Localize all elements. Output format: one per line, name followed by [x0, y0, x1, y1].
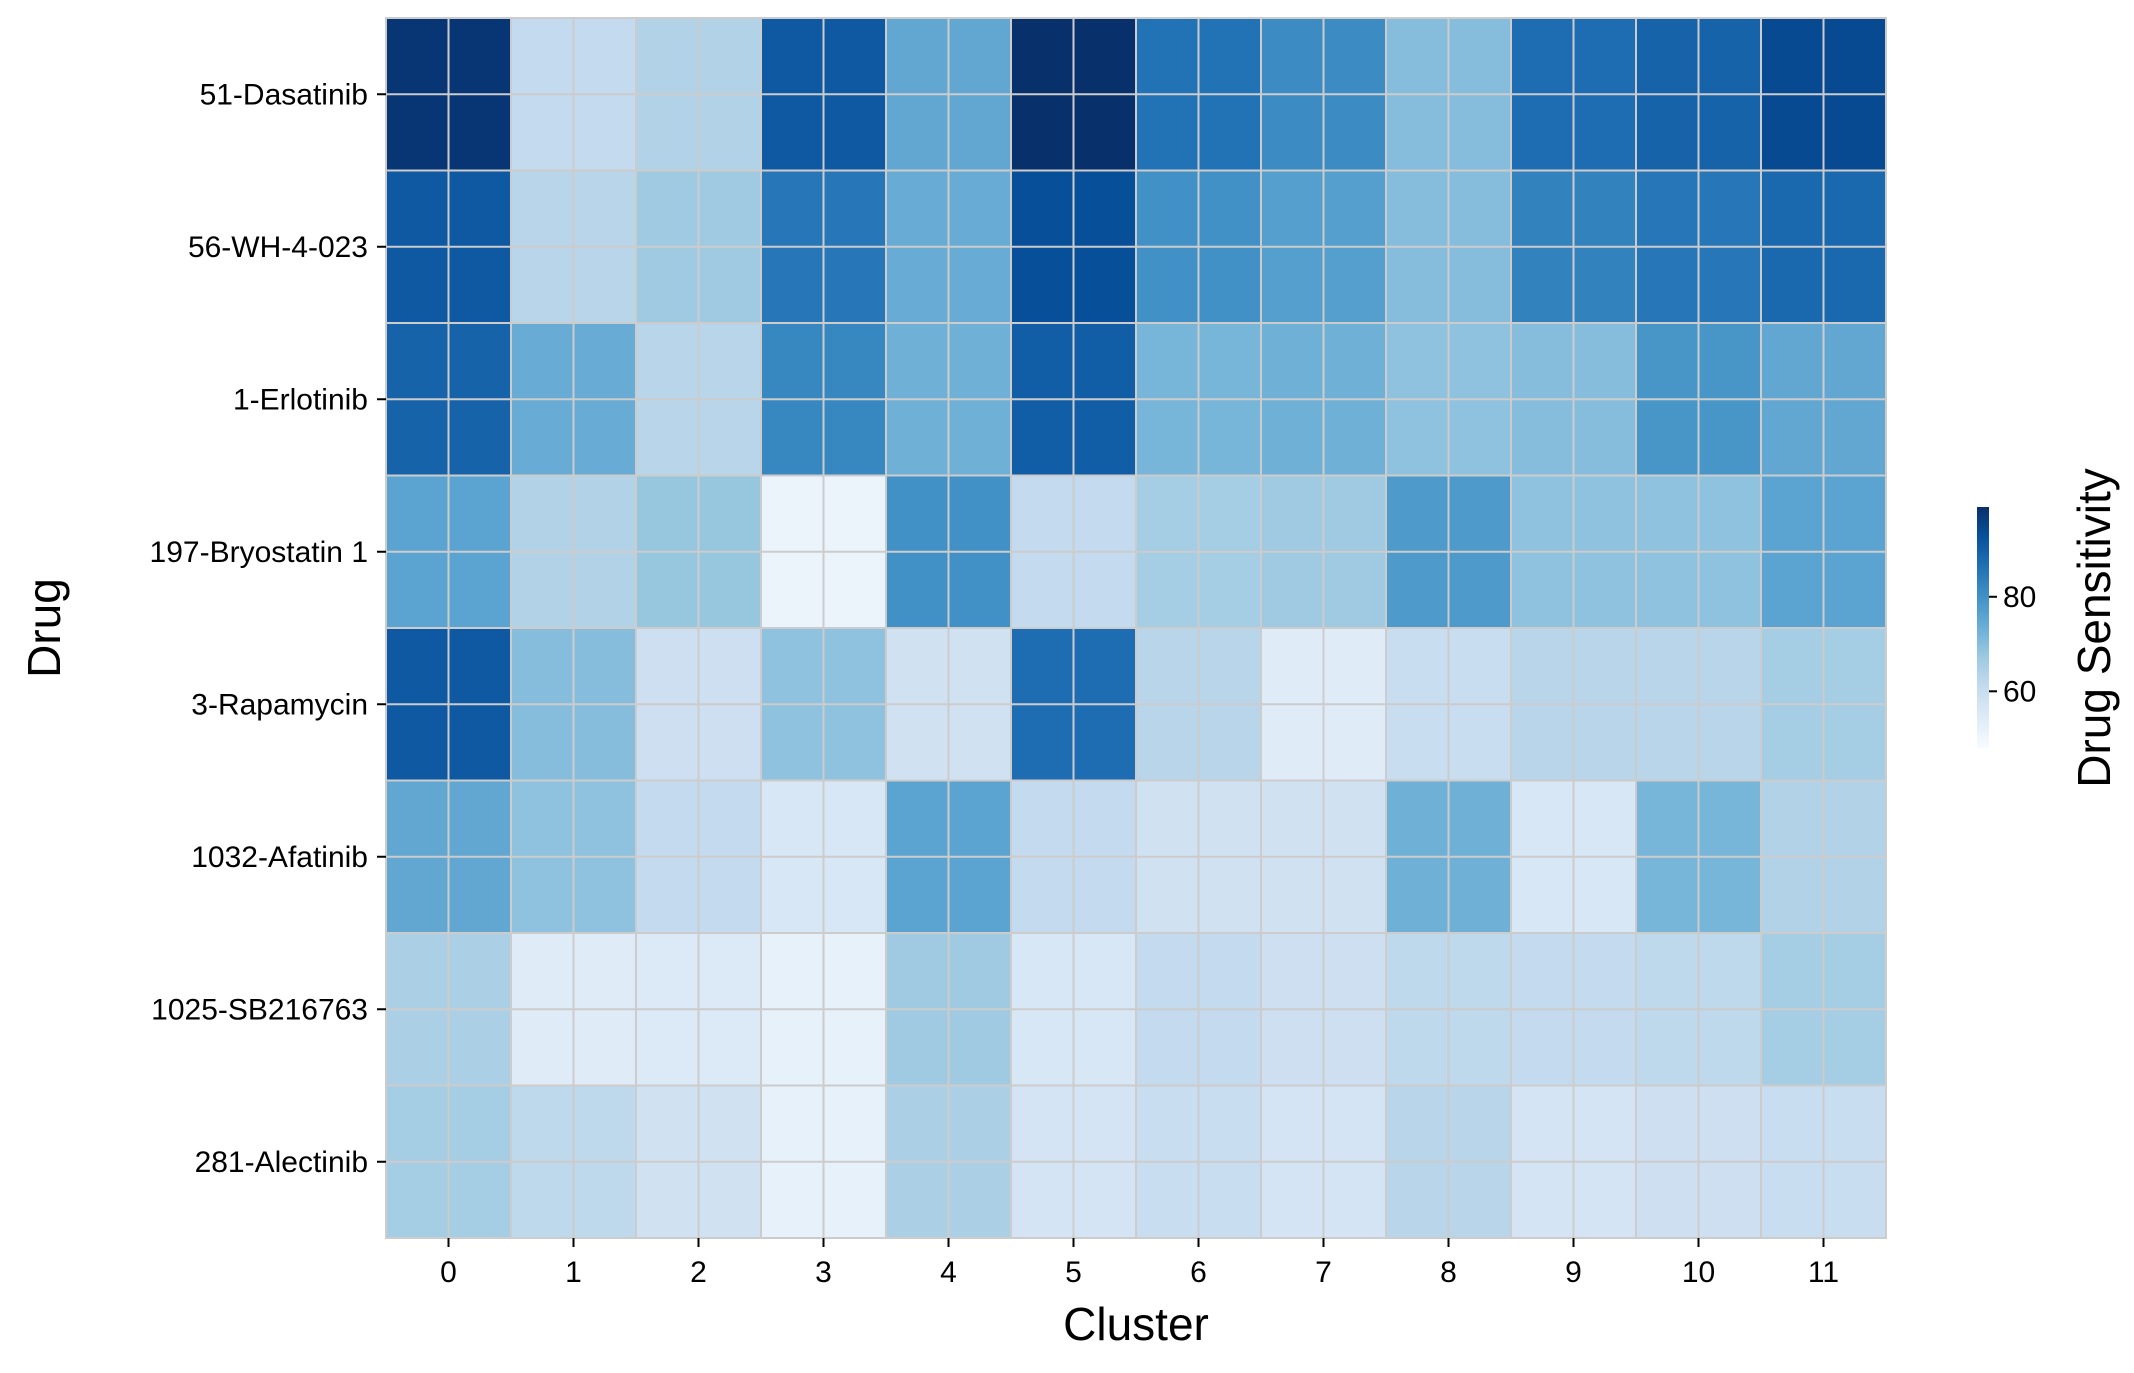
x-axis-ticks: 0 1 2 3 4 5 6 7 8 9 10 11: [440, 1238, 1839, 1289]
colorbar: [1977, 507, 1989, 748]
y-tick-label: 1032-Afatinib: [191, 841, 368, 874]
x-tick-label: 2: [690, 1256, 707, 1289]
colorbar-tick-label: 60: [2003, 675, 2036, 708]
y-axis-label: Drug: [18, 578, 70, 678]
y-tick-label: 1025-SB216763: [151, 993, 368, 1026]
y-tick-label: 281-Alectinib: [195, 1146, 368, 1179]
x-tick-label: 5: [1065, 1256, 1082, 1289]
y-tick-label: 3-Rapamycin: [191, 688, 368, 721]
x-tick-label: 3: [815, 1256, 832, 1289]
x-tick-label: 4: [940, 1256, 957, 1289]
x-tick-label: 1: [565, 1256, 582, 1289]
y-tick-label: 1-Erlotinib: [233, 383, 368, 416]
x-tick-label: 7: [1315, 1256, 1332, 1289]
x-axis-label: Cluster: [1063, 1298, 1209, 1350]
colorbar-label: Drug Sensitivity: [2068, 468, 2120, 788]
row-split-lines: [386, 93, 1886, 1163]
plot-frame: [385, 17, 1887, 1239]
x-tick-label: 0: [440, 1256, 457, 1289]
x-tick-label: 11: [1808, 1256, 1839, 1289]
x-tick-label: 10: [1682, 1256, 1715, 1289]
x-tick-label: 8: [1440, 1256, 1457, 1289]
heatmap-cells: [385, 17, 1887, 1239]
x-tick-label: 6: [1190, 1256, 1207, 1289]
y-tick-label: 51-Dasatinib: [200, 78, 368, 111]
x-tick-label: 9: [1565, 1256, 1582, 1289]
colorbar-tick-label: 80: [2003, 581, 2036, 614]
y-tick-label: 56-WH-4-023: [188, 231, 368, 264]
y-axis-ticks: 51-Dasatinib 56-WH-4-023 1-Erlotinib 197-Br…: [150, 78, 386, 1179]
y-tick-label: 197-Bryostatin 1: [150, 536, 368, 569]
colorbar-ticks: 60 80: [1989, 581, 2036, 708]
